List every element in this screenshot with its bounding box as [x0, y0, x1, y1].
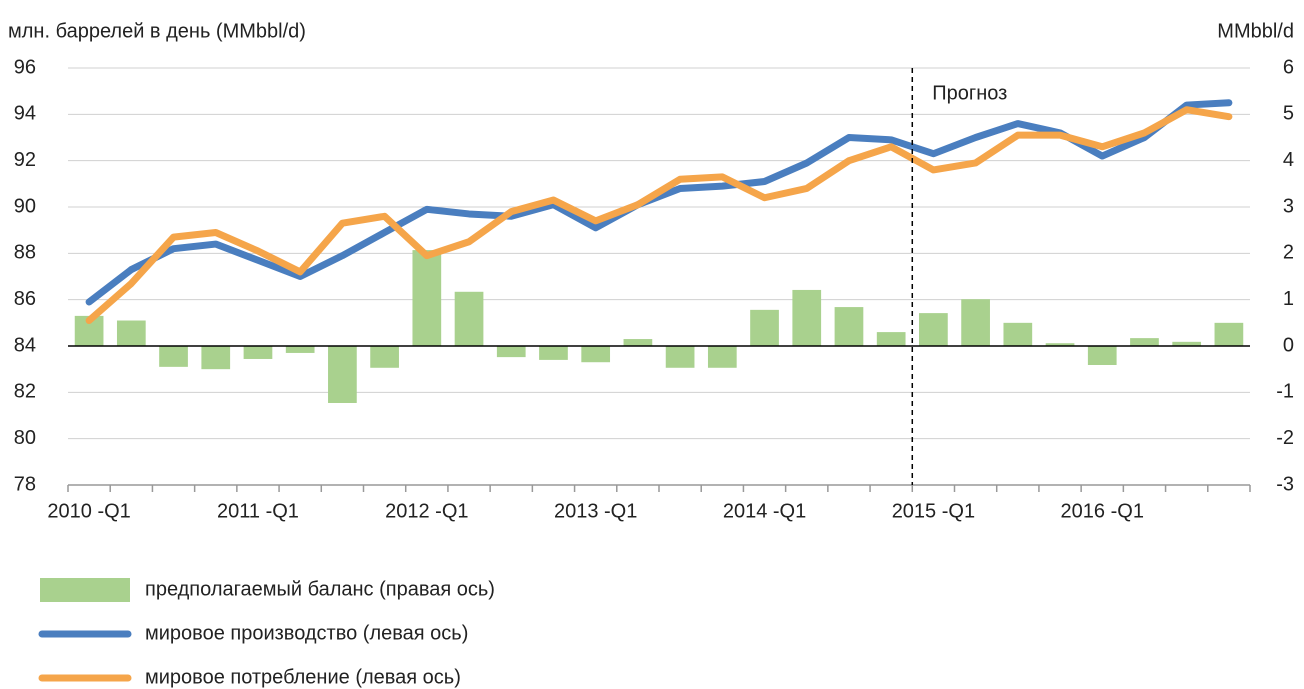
y-tick-label: 82: [14, 381, 36, 403]
bar: [876, 332, 906, 346]
x-tick-label: 2016 -Q1: [1061, 500, 1144, 522]
y2-axis-label: MMbbl/d: [1217, 20, 1294, 42]
bar: [707, 346, 737, 368]
y2-tick-label: 2: [1283, 242, 1294, 264]
y-tick-label: 86: [14, 288, 36, 310]
line: [85, 106, 1233, 325]
bar: [581, 346, 611, 363]
y2-tick-label: 3: [1283, 195, 1294, 217]
y-tick-label: 94: [14, 103, 36, 125]
y2-tick-label: 6: [1283, 56, 1294, 78]
bar: [1130, 338, 1159, 346]
x-tick-label: 2010 -Q1: [47, 500, 130, 522]
bar: [116, 320, 146, 346]
bar: [328, 346, 357, 403]
bar: [792, 289, 822, 346]
legend-label: мировое производство (левая ось): [145, 622, 468, 644]
bar: [919, 313, 948, 346]
bar: [496, 346, 526, 358]
annotation: Прогноз: [932, 82, 1007, 104]
legend-swatch: [40, 578, 130, 602]
line: [85, 99, 1233, 306]
bar: [370, 346, 399, 368]
bar: [1214, 322, 1244, 346]
y-tick-label: 84: [14, 334, 36, 356]
bar: [623, 339, 653, 346]
y2-tick-label: 0: [1283, 334, 1294, 356]
y-tick-label: 80: [14, 427, 36, 449]
bar: [201, 346, 231, 370]
y-tick-label: 78: [14, 473, 36, 495]
y2-tick-label: 1: [1283, 288, 1294, 310]
bar: [1045, 343, 1075, 346]
bar: [961, 299, 990, 346]
x-tick-label: 2015 -Q1: [892, 500, 975, 522]
legend-label: предполагаемый баланс (правая ось): [145, 578, 495, 600]
x-tick-label: 2014 -Q1: [723, 500, 806, 522]
y-tick-label: 88: [14, 242, 36, 264]
legend-label: мировое потребление (левая ось): [145, 666, 461, 688]
y2-tick-label: -1: [1276, 381, 1294, 403]
y2-tick-label: -3: [1276, 473, 1294, 495]
x-tick-label: 2012 -Q1: [385, 500, 468, 522]
bar: [159, 346, 188, 367]
bar: [539, 346, 568, 360]
bar: [1003, 322, 1033, 346]
y2-tick-label: 4: [1283, 149, 1294, 171]
x-tick-label: 2013 -Q1: [554, 500, 637, 522]
bar: [454, 291, 484, 346]
bar: [750, 309, 779, 346]
bar: [285, 346, 315, 353]
x-tick-label: 2011 -Q1: [217, 500, 299, 522]
y2-tick-label: -2: [1276, 427, 1294, 449]
bar: [665, 346, 695, 368]
bar: [412, 250, 442, 346]
bar: [1172, 341, 1202, 346]
y-tick-label: 90: [14, 195, 36, 217]
y2-tick-label: 5: [1283, 103, 1294, 125]
y-axis-label: млн. баррелей в день (MMbbl/d): [8, 20, 306, 42]
bar: [1087, 346, 1117, 365]
bar: [243, 346, 273, 359]
bar: [834, 307, 864, 346]
y-tick-label: 92: [14, 149, 36, 171]
y-tick-label: 96: [14, 56, 36, 78]
